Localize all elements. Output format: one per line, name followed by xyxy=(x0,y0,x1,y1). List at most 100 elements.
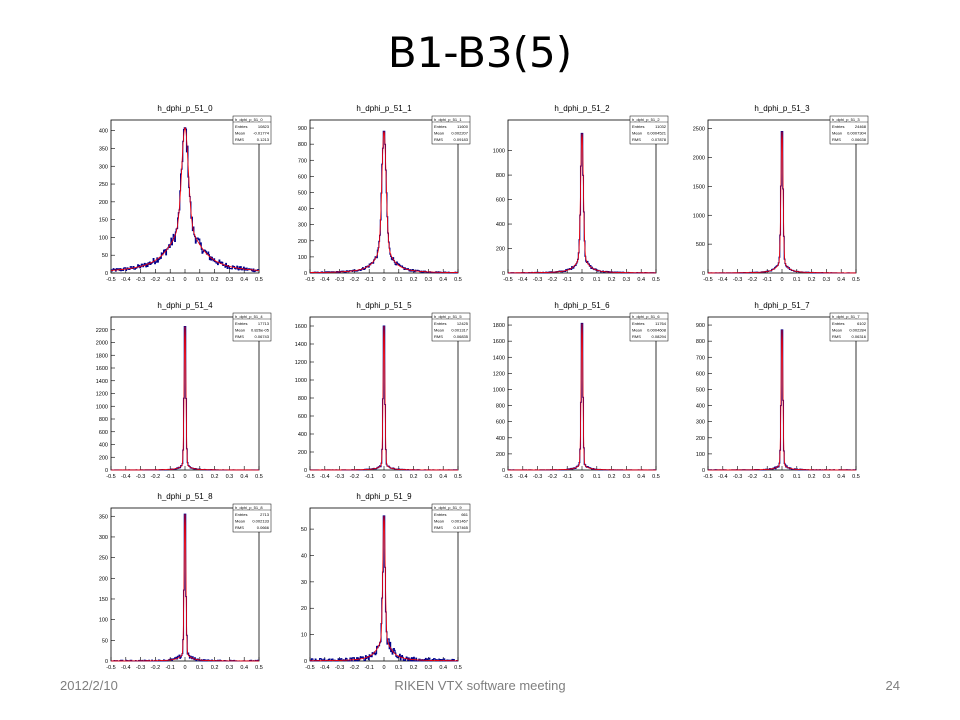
stats-label: Entries xyxy=(832,124,844,129)
stats-label: Entries xyxy=(235,512,247,517)
stats-label: Mean xyxy=(235,131,245,136)
fit-curve xyxy=(708,131,856,274)
x-tick-label: -0.2 xyxy=(748,277,757,283)
x-tick-label: 0.5 xyxy=(255,665,263,671)
x-tick-label: -0.1 xyxy=(165,474,174,480)
stats-name: h_dphi_p_51_2 xyxy=(632,117,660,122)
fit-curve xyxy=(310,515,458,662)
x-tick-label: 0.4 xyxy=(439,665,447,671)
x-tick-label: 0.2 xyxy=(410,474,418,480)
y-tick-label: 700 xyxy=(696,355,705,361)
y-tick-label: 1800 xyxy=(96,353,108,359)
stats-label: RMS xyxy=(632,334,641,339)
panel-title: h_dphi_p_51_5 xyxy=(356,301,412,310)
y-tick-label: 400 xyxy=(99,443,108,449)
stats-label: Entries xyxy=(632,321,644,326)
x-tick-label: 0.1 xyxy=(196,474,204,480)
y-tick-label: 200 xyxy=(496,247,505,253)
y-tick-label: 1200 xyxy=(295,360,307,366)
fit-curve xyxy=(310,325,458,471)
y-tick-label: 600 xyxy=(496,198,505,204)
stats-name: h_dphi_p_51_7 xyxy=(832,314,860,319)
x-tick-label: 0.3 xyxy=(425,474,433,480)
stats-value: 0.0007304 xyxy=(847,131,867,136)
histogram-panel: h_dphi_p_51_9 0 10 20 30 40 50 -0.5 -0.4 -0.3 -0.2… xyxy=(301,492,471,671)
y-tick-label: 200 xyxy=(99,576,108,582)
x-tick-label: 0 xyxy=(382,665,385,671)
y-tick-label: 200 xyxy=(496,452,505,458)
y-tick-label: 800 xyxy=(99,417,108,423)
y-tick-label: 300 xyxy=(99,164,108,170)
x-tick-label: -0.2 xyxy=(548,474,557,480)
histogram-series xyxy=(111,326,259,471)
x-tick-label: 0.1 xyxy=(395,474,403,480)
x-tick-label: -0.1 xyxy=(562,474,571,480)
x-tick-label: 0.4 xyxy=(637,277,645,283)
stats-label: Entries xyxy=(434,512,446,517)
stats-box xyxy=(232,503,272,533)
x-tick-label: -0.1 xyxy=(762,474,771,480)
x-tick-label: 0.3 xyxy=(823,474,831,480)
panel-title: h_dphi_p_51_3 xyxy=(754,104,810,113)
x-tick-label: 0.4 xyxy=(240,277,248,283)
stats-value: 24468 xyxy=(855,124,867,129)
y-tick-label: 200 xyxy=(696,436,705,442)
y-tick-label: 1400 xyxy=(295,342,307,348)
y-tick-label: 2000 xyxy=(693,156,705,162)
x-tick-label: -0.2 xyxy=(350,665,359,671)
stats-value: 17713 xyxy=(258,321,270,326)
x-tick-label: 0.5 xyxy=(454,277,462,283)
y-tick-label: 150 xyxy=(99,218,108,224)
histogram-series xyxy=(310,130,458,274)
x-tick-label: -0.1 xyxy=(165,277,174,283)
stats-label: Mean xyxy=(434,519,444,524)
x-tick-label: 0.3 xyxy=(226,277,234,283)
fit-curve xyxy=(507,133,657,274)
y-tick-label: 200 xyxy=(99,455,108,461)
stats-value: 0.002207 xyxy=(451,131,468,136)
fit-curve xyxy=(111,326,259,471)
y-tick-label: 2000 xyxy=(96,341,108,347)
y-tick-label: 250 xyxy=(99,182,108,188)
x-tick-label: 0 xyxy=(580,277,583,283)
fit-curve xyxy=(708,329,856,471)
y-tick-label: 100 xyxy=(696,452,705,458)
x-tick-label: 0 xyxy=(183,277,186,283)
stats-box xyxy=(431,503,471,533)
x-tick-label: -0.2 xyxy=(350,277,359,283)
stats-label: RMS xyxy=(434,334,443,339)
panel-title: h_dphi_p_51_2 xyxy=(554,104,610,113)
x-tick-label: -0.4 xyxy=(718,277,727,283)
x-tick-label: 0.3 xyxy=(623,277,631,283)
x-tick-label: 0 xyxy=(183,665,186,671)
y-tick-label: 0 xyxy=(304,468,307,474)
stats-label: RMS xyxy=(832,137,841,142)
histogram-panel: h_dphi_p_51_8 0 50 100 150 200 250 300 350 -0.5 -0… xyxy=(99,492,272,671)
x-tick-label: -0.2 xyxy=(151,277,160,283)
y-tick-label: 1200 xyxy=(493,371,505,377)
y-tick-label: 800 xyxy=(298,396,307,402)
panel-title: h_dphi_p_51_8 xyxy=(157,492,213,501)
stats-label: Entries xyxy=(235,321,247,326)
stats-label: RMS xyxy=(434,525,443,530)
stats-value: 0.07465 xyxy=(454,525,469,530)
stats-box xyxy=(232,115,272,145)
stats-name: h_dphi_p_51_4 xyxy=(235,314,263,319)
y-tick-label: 400 xyxy=(696,404,705,410)
y-tick-label: 100 xyxy=(99,618,108,624)
x-tick-label: 0.1 xyxy=(593,474,601,480)
x-tick-label: 0.4 xyxy=(439,474,447,480)
x-tick-label: -0.3 xyxy=(136,665,145,671)
stats-value: 0.06835 xyxy=(454,334,469,339)
y-tick-label: 300 xyxy=(696,420,705,426)
x-tick-label: 0.3 xyxy=(226,474,234,480)
y-tick-label: 200 xyxy=(298,239,307,245)
histogram-panel: h_dphi_p_51_4 0 200 400 600 800 1000 1200 1400 16… xyxy=(96,301,272,480)
x-tick-label: -0.3 xyxy=(335,665,344,671)
stats-label: Mean xyxy=(632,131,642,136)
y-tick-label: 0 xyxy=(502,271,505,277)
stats-label: Mean xyxy=(235,519,245,524)
stats-label: Mean xyxy=(832,328,842,333)
x-tick-label: -0.3 xyxy=(733,277,742,283)
x-tick-label: 0.2 xyxy=(211,665,219,671)
